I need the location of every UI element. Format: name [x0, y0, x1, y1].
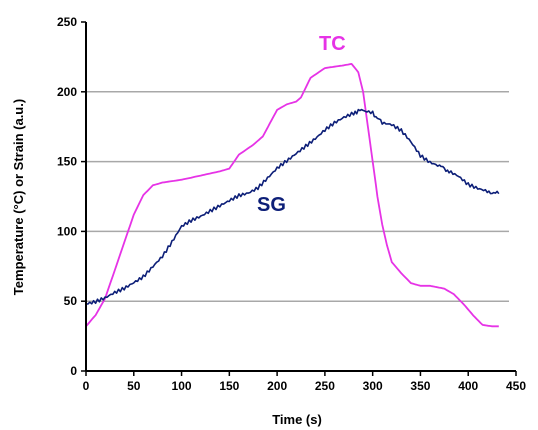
y-axis-title: Temperature (°C) or Strain (a.u.): [11, 99, 26, 295]
x-tick-label: 100: [172, 379, 192, 393]
series-line-tc: [85, 63, 499, 328]
y-tick-label: 50: [64, 294, 78, 308]
x-tick-label: 250: [315, 379, 335, 393]
axes: [81, 21, 517, 376]
y-tick-label: 200: [57, 85, 77, 99]
x-tick-label: 400: [458, 379, 478, 393]
x-tick-label: 300: [363, 379, 383, 393]
x-tick-label: 150: [219, 379, 239, 393]
series-label-sg: SG: [257, 194, 286, 216]
x-tick-label: 200: [267, 379, 287, 393]
tick-labels: 0 50 100 150 200 250 300 350 400 450 0 50 100 150 200 2…: [57, 15, 526, 393]
series-lines: [85, 63, 500, 328]
y-tick-label: 250: [57, 15, 77, 29]
series-label-tc: TC: [319, 33, 346, 55]
x-tick-label: 450: [506, 379, 526, 393]
y-tick-label: 150: [57, 155, 77, 169]
series-line-sg: [86, 108, 500, 305]
x-axis-title: Time (s): [272, 412, 322, 427]
x-tick-label: 0: [83, 379, 90, 393]
x-tick-label: 350: [410, 379, 430, 393]
y-tick-label: 100: [57, 224, 77, 238]
y-tick-label: 0: [70, 364, 77, 378]
gridlines: [86, 91, 509, 302]
x-tick-label: 50: [127, 379, 141, 393]
